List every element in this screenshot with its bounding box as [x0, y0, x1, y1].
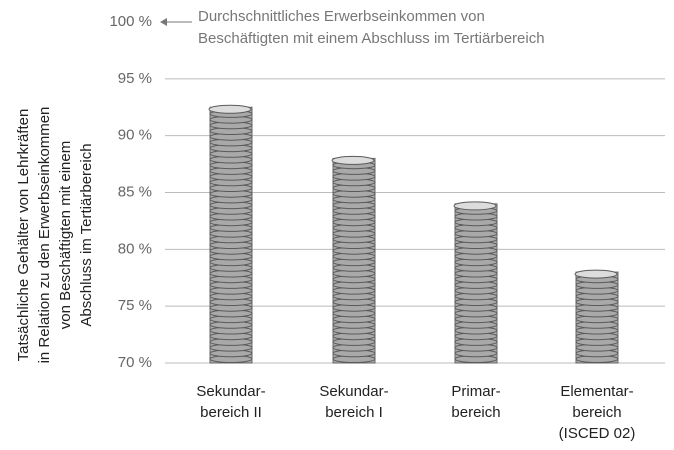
coin-top [331, 155, 375, 165]
coin-top [453, 201, 497, 211]
y-axis-label: Tatsächliche Gehälter von Lehrkräften in… [15, 106, 95, 364]
y-tick-label: 100 % [109, 13, 152, 30]
y-tick-label: 85 % [118, 183, 152, 200]
x-tick-label: Sekundar- bereich I [319, 383, 389, 421]
y-tick-label: 90 % [118, 127, 152, 144]
y-tick-label: 80 % [118, 240, 152, 257]
annotation: Durchschnittliches Erwerbseinkommen von … [198, 8, 545, 47]
y-tick-label: 95 % [118, 70, 152, 87]
x-tick-label: Primar- bereich [451, 383, 501, 421]
coin-top [208, 104, 252, 114]
y-tick-label: 70 % [118, 354, 152, 371]
annotation-arrowhead [160, 18, 167, 26]
coin-top [574, 269, 618, 279]
x-tick-label: Sekundar- bereich II [196, 383, 266, 421]
y-tick-label: 75 % [118, 297, 152, 314]
x-tick-label: Elementar- bereich (ISCED 02) [558, 383, 636, 442]
